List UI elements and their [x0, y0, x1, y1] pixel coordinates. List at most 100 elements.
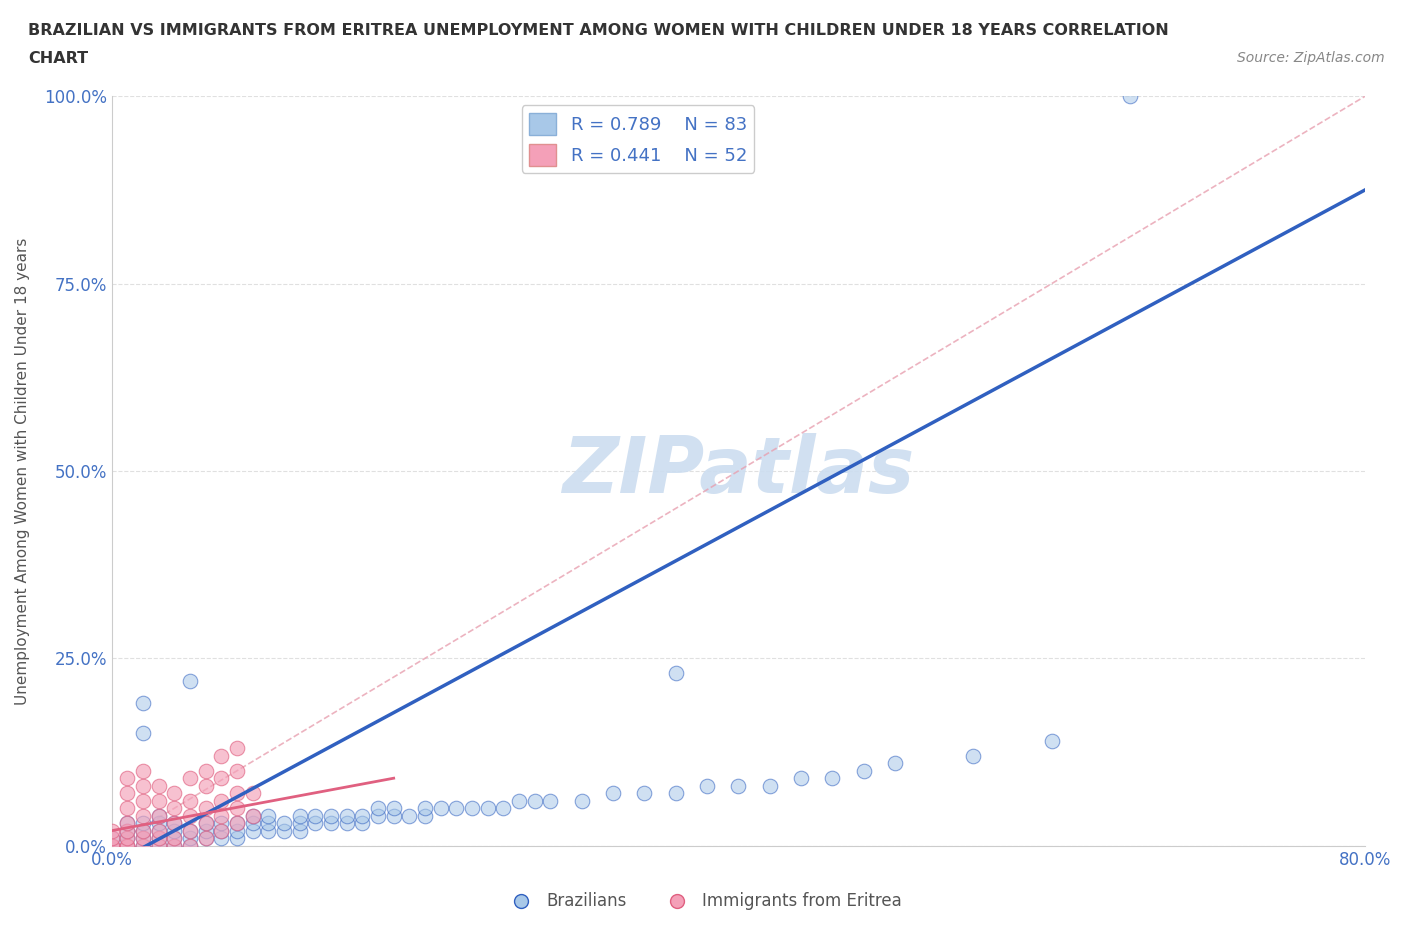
- Point: [336, 816, 359, 830]
- Point: [508, 793, 530, 808]
- Point: [194, 801, 217, 816]
- Point: [132, 816, 155, 830]
- Point: [446, 801, 468, 816]
- Point: [242, 823, 264, 838]
- Point: [288, 816, 311, 830]
- Point: [226, 816, 249, 830]
- Point: [148, 793, 170, 808]
- Point: [148, 808, 170, 823]
- Point: [132, 696, 155, 711]
- Point: [163, 823, 186, 838]
- Point: [242, 786, 264, 801]
- Point: [758, 778, 780, 793]
- Point: [100, 823, 122, 838]
- Point: [117, 816, 139, 830]
- Point: [132, 838, 155, 853]
- Point: [288, 808, 311, 823]
- Point: [852, 764, 875, 778]
- Point: [194, 778, 217, 793]
- Point: [117, 830, 139, 845]
- Point: [319, 816, 342, 830]
- Point: [132, 778, 155, 793]
- Point: [132, 764, 155, 778]
- Point: [336, 808, 359, 823]
- Point: [1119, 89, 1142, 104]
- Point: [179, 808, 201, 823]
- Point: [100, 838, 122, 853]
- Point: [148, 823, 170, 838]
- Point: [148, 838, 170, 853]
- Point: [790, 771, 813, 786]
- Point: [179, 771, 201, 786]
- Point: [148, 808, 170, 823]
- Point: [209, 793, 232, 808]
- Point: [209, 816, 232, 830]
- Point: [194, 816, 217, 830]
- Point: [209, 771, 232, 786]
- Text: BRAZILIAN VS IMMIGRANTS FROM ERITREA UNEMPLOYMENT AMONG WOMEN WITH CHILDREN UNDE: BRAZILIAN VS IMMIGRANTS FROM ERITREA UNE…: [28, 23, 1168, 38]
- Point: [132, 793, 155, 808]
- Point: [132, 830, 155, 845]
- Point: [148, 838, 170, 853]
- Point: [163, 816, 186, 830]
- Point: [304, 808, 326, 823]
- Point: [319, 808, 342, 823]
- Point: [179, 830, 201, 845]
- Point: [367, 808, 389, 823]
- Point: [962, 749, 984, 764]
- Point: [132, 830, 155, 845]
- Point: [100, 838, 122, 853]
- Point: [117, 771, 139, 786]
- Point: [242, 808, 264, 823]
- Point: [148, 830, 170, 845]
- Point: [665, 666, 688, 681]
- Point: [209, 823, 232, 838]
- Point: [209, 830, 232, 845]
- Point: [163, 816, 186, 830]
- Point: [179, 793, 201, 808]
- Point: [117, 823, 139, 838]
- Text: ZIPatlas: ZIPatlas: [562, 433, 914, 509]
- Point: [821, 771, 844, 786]
- Point: [226, 764, 249, 778]
- Point: [571, 793, 593, 808]
- Point: [226, 823, 249, 838]
- Point: [163, 801, 186, 816]
- Point: [367, 801, 389, 816]
- Point: [132, 838, 155, 853]
- Point: [665, 786, 688, 801]
- Point: [273, 823, 295, 838]
- Point: [194, 823, 217, 838]
- Point: [257, 823, 280, 838]
- Point: [179, 838, 201, 853]
- Point: [117, 816, 139, 830]
- Point: [194, 764, 217, 778]
- Point: [100, 838, 122, 853]
- Point: [257, 816, 280, 830]
- Point: [163, 830, 186, 845]
- Point: [132, 725, 155, 740]
- Point: [242, 816, 264, 830]
- Point: [226, 786, 249, 801]
- Legend: R = 0.789    N = 83, R = 0.441    N = 52: R = 0.789 N = 83, R = 0.441 N = 52: [522, 105, 754, 173]
- Point: [132, 823, 155, 838]
- Point: [1040, 734, 1063, 749]
- Point: [194, 830, 217, 845]
- Point: [132, 823, 155, 838]
- Point: [429, 801, 451, 816]
- Point: [413, 801, 436, 816]
- Point: [226, 830, 249, 845]
- Point: [633, 786, 655, 801]
- Point: [117, 838, 139, 853]
- Point: [352, 816, 374, 830]
- Point: [883, 756, 905, 771]
- Point: [163, 838, 186, 853]
- Point: [209, 749, 232, 764]
- Point: [602, 786, 624, 801]
- Point: [148, 816, 170, 830]
- Point: [492, 801, 515, 816]
- Point: [352, 808, 374, 823]
- Point: [132, 808, 155, 823]
- Point: [194, 816, 217, 830]
- Text: CHART: CHART: [28, 51, 89, 66]
